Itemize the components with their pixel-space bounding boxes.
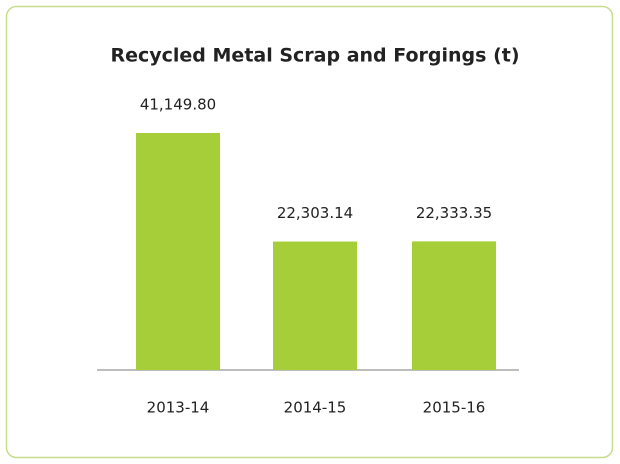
- card-border: [5, 5, 614, 459]
- x-tick-label: 2013-14: [147, 399, 210, 417]
- x-tick-label: 2015-16: [423, 399, 486, 417]
- value-label: 41,149.80: [140, 96, 216, 114]
- bar: [412, 241, 496, 370]
- x-tick-label: 2014-15: [284, 399, 347, 417]
- value-label: 22,303.14: [277, 204, 353, 222]
- bar: [136, 133, 220, 370]
- value-label: 22,333.35: [416, 204, 492, 222]
- bar: [273, 241, 357, 370]
- chart-title: Recycled Metal Scrap and Forgings (t): [110, 45, 519, 67]
